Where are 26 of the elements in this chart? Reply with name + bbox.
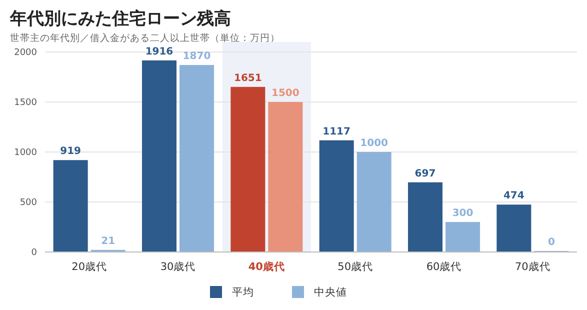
- y-tick-label: 0: [31, 248, 38, 258]
- data-label: 1916: [145, 46, 174, 58]
- data-label: 1651: [234, 72, 262, 84]
- data-label: 0: [548, 237, 555, 248]
- data-label: 1117: [322, 126, 351, 138]
- y-tick-label: 500: [20, 198, 38, 208]
- x-tick-label: 50歳代: [338, 260, 374, 273]
- data-label: 1500: [272, 88, 300, 99]
- x-tick-label: 60歳代: [426, 260, 462, 273]
- x-tick-label: 30歳代: [160, 260, 196, 273]
- data-label: 300: [452, 208, 474, 219]
- data-label: 919: [60, 146, 82, 158]
- legend-label: 平均: [232, 286, 254, 299]
- data-label: 21: [101, 236, 116, 247]
- data-label: 474: [503, 190, 524, 202]
- x-tick-label: 20歳代: [72, 260, 108, 273]
- y-tick-label: 1500: [14, 98, 38, 108]
- data-label: 697: [414, 168, 436, 180]
- data-label: 1870: [182, 51, 211, 62]
- x-tick-label: 70歳代: [514, 260, 550, 273]
- y-tick-label: 1000: [14, 148, 38, 158]
- x-tick-label: 40歳代: [248, 260, 285, 273]
- legend-label: 中央値: [314, 286, 347, 299]
- data-label: 1000: [360, 138, 388, 149]
- chart-title: 年代別にみた住宅ローン残高: [9, 9, 231, 29]
- y-tick-label: 2000: [14, 48, 38, 58]
